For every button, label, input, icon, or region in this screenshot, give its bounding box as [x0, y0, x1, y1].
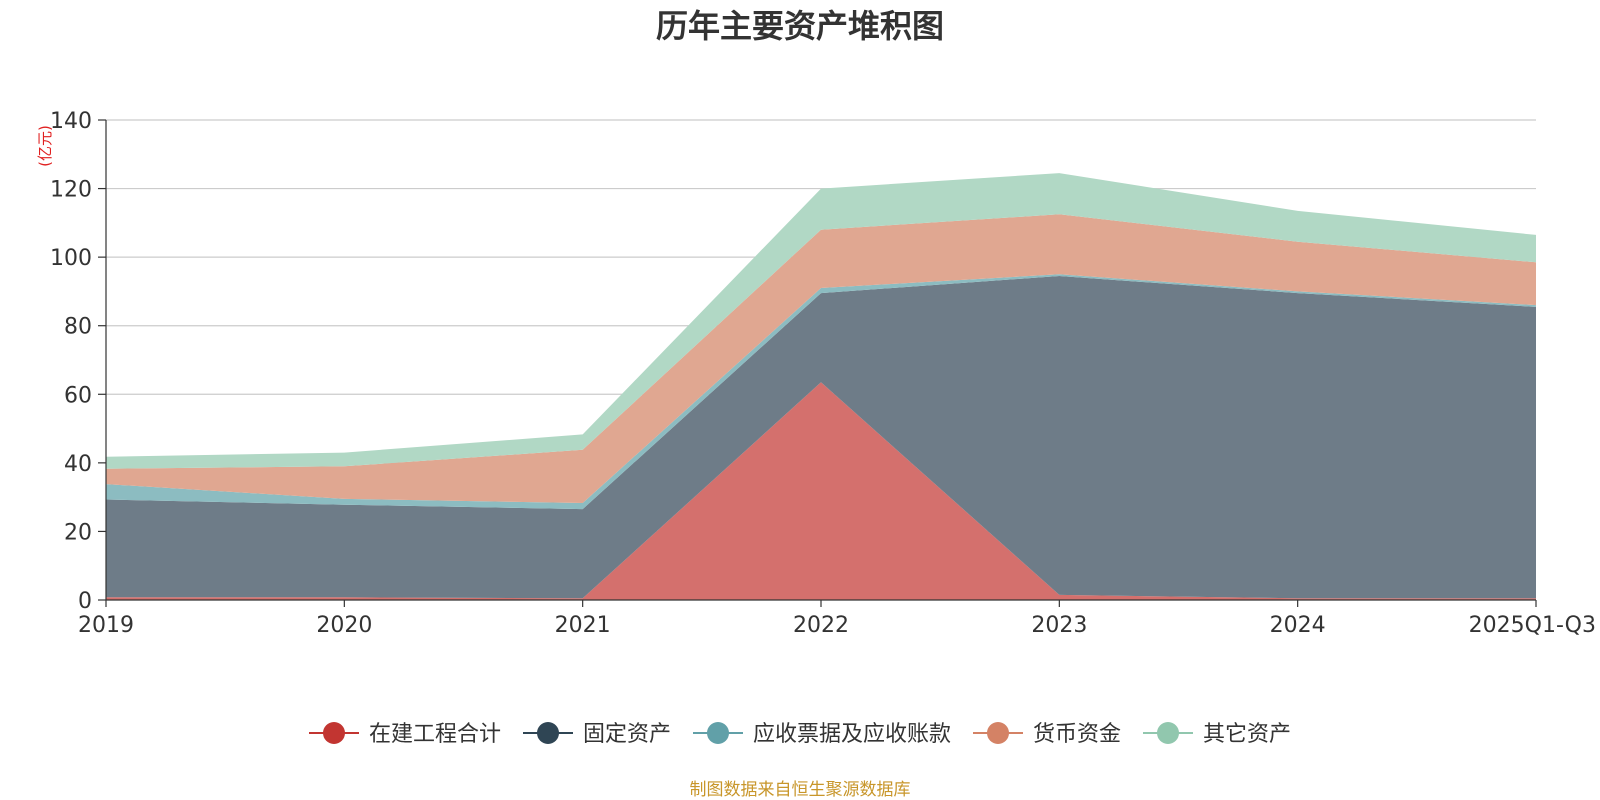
area-series-group [106, 173, 1536, 600]
y-tick-label-20: 20 [64, 520, 92, 545]
y-axis-ticks: 0 20 40 60 80 100 120 140 [50, 109, 106, 614]
legend-dot-icon [707, 722, 729, 744]
legend-dot-icon [323, 722, 345, 744]
legend-dot-icon [987, 722, 1009, 744]
y-tick-label-100: 100 [50, 246, 92, 271]
x-tick-label-6: 2025Q1-Q3 [1469, 613, 1596, 638]
y-tick-label-0: 0 [78, 589, 92, 614]
y-tick-label-140: 140 [50, 109, 92, 134]
x-tick-label-3: 2022 [793, 613, 849, 638]
x-tick-label-0: 2019 [78, 613, 134, 638]
area-series-1 [106, 382, 1536, 600]
legend-label: 货币资金 [1033, 722, 1121, 747]
legend-item-3[interactable]: 应收票据及应收账款 [693, 722, 951, 747]
x-tick-label-4: 2023 [1031, 613, 1087, 638]
y-tick-label-40: 40 [64, 452, 92, 477]
data-source-note: 制图数据来自恒生聚源数据库 [690, 780, 911, 800]
x-tick-label-5: 2024 [1270, 613, 1326, 638]
legend: 在建工程合计 固定资产 应收票据及应收账款 货币资金 其它资产 [309, 722, 1291, 747]
area-series-2 [106, 276, 1536, 599]
legend-item-1[interactable]: 在建工程合计 [309, 722, 501, 747]
legend-label: 在建工程合计 [369, 722, 501, 747]
x-tick-label-1: 2020 [316, 613, 372, 638]
chart-title: 历年主要资产堆积图 [656, 7, 944, 45]
legend-item-5[interactable]: 其它资产 [1143, 722, 1291, 747]
x-tick-label-2: 2021 [555, 613, 611, 638]
legend-dot-icon [537, 722, 559, 744]
area-series-3 [106, 274, 1536, 510]
legend-label: 固定资产 [583, 722, 671, 747]
y-tick-label-60: 60 [64, 383, 92, 408]
legend-label: 应收票据及应收账款 [753, 722, 951, 747]
legend-dot-icon [1157, 722, 1179, 744]
y-tick-label-120: 120 [50, 178, 92, 203]
area-series-4 [106, 214, 1536, 504]
legend-item-2[interactable]: 固定资产 [523, 722, 671, 747]
y-tick-label-80: 80 [64, 315, 92, 340]
legend-label: 其它资产 [1203, 722, 1291, 747]
y-axis-unit-label: (亿元) [36, 125, 54, 167]
x-axis-ticks: 2019 2020 2021 2022 2023 2024 2025Q1-Q3 [78, 600, 1596, 638]
legend-item-4[interactable]: 货币资金 [973, 722, 1121, 747]
